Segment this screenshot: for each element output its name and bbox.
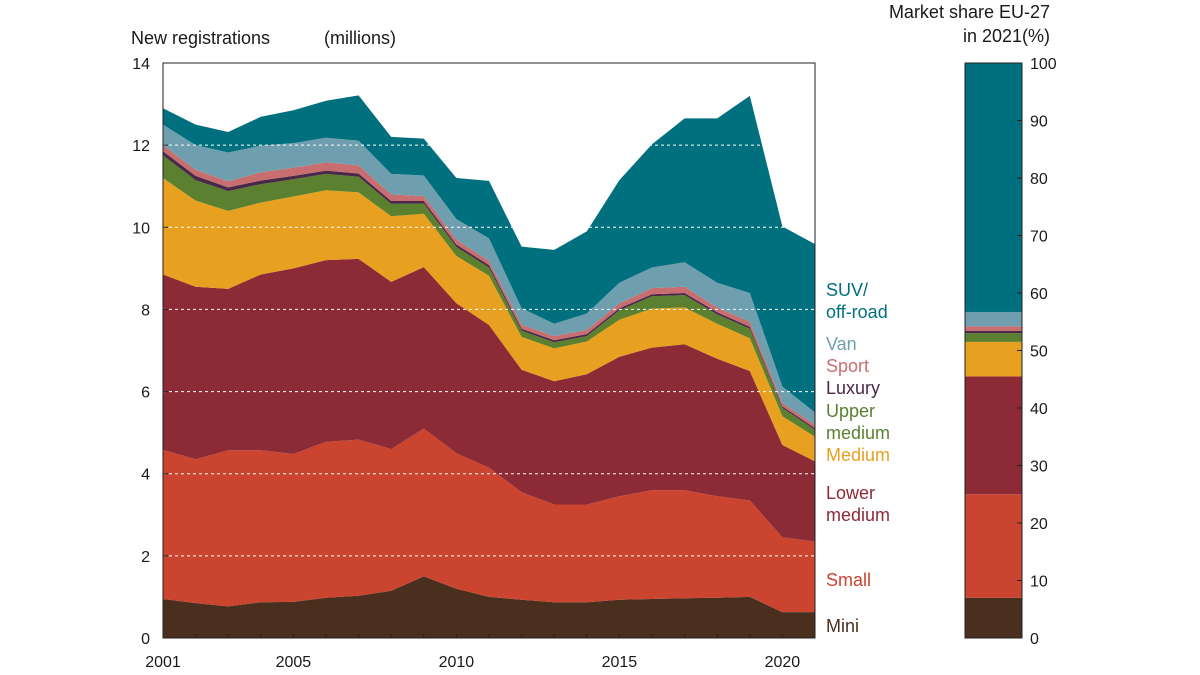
y-tick-label: 10 [132,220,150,237]
share-segment-mini [965,597,1022,638]
share-segment-upper-medium [965,333,1022,342]
share-tick-label: 0 [1030,631,1039,648]
y-tick-label: 8 [141,302,150,319]
main-y-axis-unit: (millions) [324,28,396,48]
main-y-ticks: 0 2 4 6 8 10 12 14 [132,56,168,648]
share-tick-label: 80 [1030,171,1048,188]
main-chart: New registrations (millions) 0 2 4 6 8 10 12 14… [131,28,890,671]
series-label-sport: Sport [826,356,869,376]
share-bar-segments [965,63,1022,638]
x-tick-label: 2010 [439,654,475,671]
series-label-mini: Mini [826,616,859,636]
share-tick-label: 100 [1030,56,1057,73]
area-upper-medium [163,155,815,437]
share-tick-label: 50 [1030,344,1048,361]
y-tick-label: 4 [141,467,150,484]
area-medium [163,178,815,462]
share-segment-luxury [965,330,1022,334]
area-lower-medium [163,258,815,542]
series-label-upper-medium: Upper medium [826,401,890,443]
share-tick-label: 10 [1030,574,1048,591]
y-tick-label: 14 [132,56,150,73]
share-segment-small [965,494,1022,598]
y-tick-label: 12 [132,138,150,155]
share-tick-label: 60 [1030,286,1048,303]
share-y-ticks: 0 10 20 30 40 50 60 70 80 90 100 [1017,56,1057,648]
y-tick-label: 0 [141,631,150,648]
area-mini [163,576,815,638]
series-label-luxury: Luxury [826,378,880,398]
share-chart-title: Market share EU-27 in 2021(%) [889,2,1050,46]
x-tick-label: 2020 [765,654,801,671]
share-tick-label: 40 [1030,401,1048,418]
series-label-small: Small [826,570,871,590]
series-label-van: Van [826,334,857,354]
y-tick-label: 6 [141,385,150,402]
share-segment-lower-medium [965,376,1022,495]
share-tick-label: 20 [1030,516,1048,533]
share-tick-label: 70 [1030,229,1048,246]
share-tick-label: 30 [1030,459,1048,476]
share-chart: Market share EU-27 in 2021(%) 0 10 20 30 40 50… [889,2,1057,648]
area-van [163,124,815,425]
area-suv-off-road [163,95,815,413]
x-tick-label: 2005 [276,654,312,671]
series-label-lower-medium: Lower medium [826,483,890,525]
main-y-axis-label: New registrations [131,28,270,48]
share-segment-medium [965,341,1022,377]
series-label-suv-off-road: SUV/off-road [826,280,888,322]
x-tick-label: 2001 [145,654,181,671]
main-gridlines [163,144,815,557]
series-label-medium: Medium [826,445,890,465]
x-tick-label: 2015 [602,654,638,671]
share-segment-van [965,311,1022,327]
share-segment-sport [965,326,1022,331]
share-tick-label: 90 [1030,114,1048,131]
share-segment-suv-off-road [965,63,1022,312]
main-area-series [163,95,815,638]
area-small [163,428,815,613]
main-x-ticks: 2001 2005 2010 2015 2020 [145,634,816,671]
y-tick-label: 2 [141,549,150,566]
